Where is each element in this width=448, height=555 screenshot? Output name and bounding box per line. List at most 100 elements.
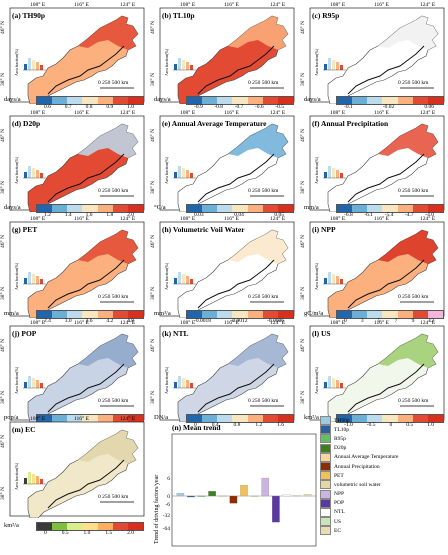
legend-item: NPP — [320, 489, 448, 499]
lon-label: 116° E — [74, 416, 89, 422]
colorbar-unit: km²/a — [4, 522, 19, 529]
panel-title: (e) Annual Average Temperature — [162, 119, 267, 128]
lat-label: 46° N — [300, 338, 306, 352]
scale-bar-label: 0 250 500 km — [398, 80, 429, 86]
legend-item: volumetric soil water — [320, 480, 448, 490]
lat-label: 38° N — [0, 486, 6, 500]
lon-label: 108° E — [30, 216, 46, 222]
inset-ylabel: Area fraction(%) — [164, 48, 169, 76]
lat-label: 46° N — [300, 20, 306, 34]
lon-label: 124° E — [420, 2, 436, 8]
lat-label: 38° N — [300, 180, 306, 194]
map-panel-e: 108° E 116° E 124° E 46° N 38° N (e) Ann… — [150, 110, 296, 220]
map-frame — [9, 115, 145, 212]
legend-item: TH90p — [320, 416, 448, 426]
lon-label: 108° E — [30, 416, 46, 422]
lat-label: 38° N — [300, 72, 306, 86]
map-frame — [159, 221, 295, 318]
y-tick-label: 0 — [167, 494, 170, 500]
legend-swatch — [320, 462, 331, 472]
legend-label: EC — [334, 527, 342, 534]
colorbar-unit: pop/a — [4, 414, 19, 421]
bar-11 — [293, 495, 301, 497]
bar-4 — [218, 495, 227, 497]
lon-label: 124° E — [420, 110, 436, 116]
mean-trend-chart: (n) Mean trend Trend of driving factors/… — [150, 416, 320, 550]
legend-swatch — [320, 434, 331, 444]
y-tick-label: -64 — [163, 526, 171, 532]
map-panel-b: 108° E 116° E 124° E 46° N 38° N (b) TL1… — [150, 2, 296, 112]
lat-label: 38° N — [0, 72, 6, 86]
colorbar — [336, 310, 444, 319]
colorbar-unit: °C/a — [154, 204, 166, 211]
scale-bar-label: 0 250 500 km — [248, 188, 279, 194]
bar-5 — [229, 495, 238, 504]
map-panel-k: 108° E 116° E 124° E 46° N 38° N (k) NTL… — [150, 320, 296, 430]
lon-label: 108° E — [330, 320, 346, 326]
lat-label: 46° N — [300, 234, 306, 248]
colorbar-ticks: 0 0.4 0.8 1.2 1.6 — [194, 422, 284, 428]
lon-label: 124° E — [120, 320, 136, 326]
inset-ylabel: Area fraction(%) — [314, 262, 319, 290]
lon-label: 116° E — [374, 320, 389, 326]
legend-label: volumetric soil water — [334, 481, 381, 488]
lat-label: 38° N — [300, 390, 306, 404]
inset-ylabel: Area fraction(%) — [314, 366, 319, 394]
lon-label: 124° E — [420, 320, 436, 326]
panel-title: (k) NTL — [162, 329, 189, 338]
inset-ylabel: Area fraction(%) — [314, 48, 319, 76]
lat-label: 38° N — [150, 286, 156, 300]
panel-title: (h) Volumetric Voil Water — [162, 225, 245, 234]
lon-label: 116° E — [74, 320, 89, 326]
legend-label: Annual Average Temperature — [334, 454, 399, 461]
lon-label: 124° E — [120, 110, 136, 116]
map-frame — [9, 325, 145, 422]
legend-swatch — [320, 489, 331, 499]
scale-bar-label: 0 250 500 km — [98, 294, 129, 300]
legend-item: Annual Precipitation — [320, 462, 448, 472]
lon-label: 108° E — [30, 320, 46, 326]
map-frame — [309, 7, 445, 104]
plot-frame — [171, 433, 317, 547]
colorbar-unit: days/a — [4, 204, 21, 211]
lon-label: 124° E — [120, 416, 136, 422]
scale-bar-label: 0 250 500 km — [98, 80, 129, 86]
colorbar-unit: days/a — [4, 96, 21, 103]
lon-label: 116° E — [224, 2, 239, 8]
legend-item: Annual Average Temperature — [320, 452, 448, 462]
lat-label: 46° N — [150, 128, 156, 142]
legend-swatch — [320, 443, 331, 453]
legend-swatch — [320, 507, 331, 517]
lon-label: 124° E — [120, 216, 136, 222]
map-frame — [9, 221, 145, 318]
map-panel-j: 108° E 116° E 124° E 46° N 38° N (j) POP… — [0, 320, 146, 430]
scale-bar-label: 0 250 500 km — [398, 188, 429, 194]
lon-label: 108° E — [330, 2, 346, 8]
legend-swatch — [320, 526, 331, 536]
map-frame — [9, 421, 145, 518]
lon-label: 124° E — [120, 2, 136, 8]
scale-bar-label: 0 250 500 km — [98, 398, 129, 404]
map-panel-h: 108° E 116° E 124° E 46° N 38° N (h) Vol… — [150, 216, 296, 326]
panel-title: (f) Annual Precipitation — [312, 119, 389, 128]
bar-6 — [240, 485, 248, 497]
panel-title: (d) D20p — [12, 119, 41, 128]
legend-label: TH90p — [334, 417, 350, 424]
lat-label: 38° N — [150, 180, 156, 194]
scale-bar-label: 0 250 500 km — [248, 294, 279, 300]
colorbar — [186, 204, 294, 213]
panel-title: (b) TL10p — [162, 11, 195, 20]
lon-label: 116° E — [74, 110, 89, 116]
bar-0 — [176, 493, 185, 497]
colorbar-ticks: 0.6 0.7 0.8 0.9 1.0 — [44, 104, 134, 110]
legend-item: NTL — [320, 507, 448, 517]
legend-item: US — [320, 517, 448, 527]
inset-ylabel: Area fraction(%) — [14, 262, 19, 290]
y-tick-label: -6 — [165, 502, 170, 508]
legend-swatch — [320, 480, 331, 490]
y-tick-label: 6 — [167, 476, 170, 482]
map-panel-a: 108° E 116° E 124° E 46° N 38° N (a) TH9… — [0, 2, 146, 112]
colorbar-unit: mm³/a — [154, 310, 171, 317]
lon-label: 116° E — [374, 110, 389, 116]
colorbar — [336, 204, 444, 213]
